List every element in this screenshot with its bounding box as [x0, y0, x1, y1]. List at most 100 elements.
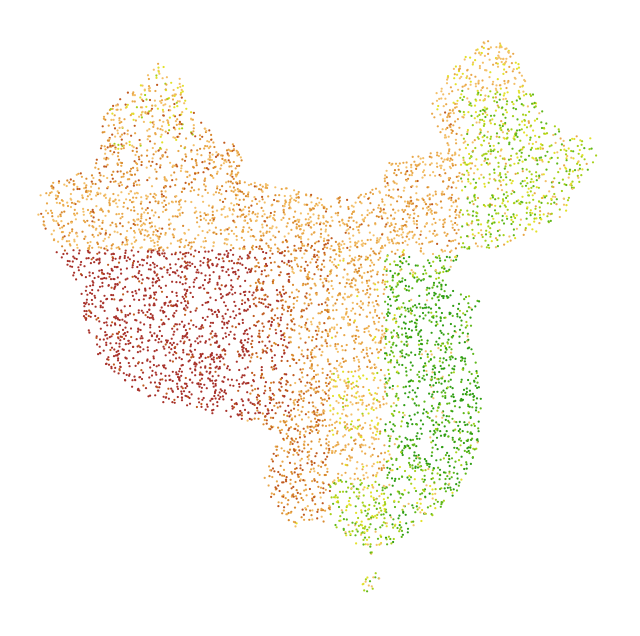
map-dot-tan	[343, 223, 346, 226]
map-dot-tan	[338, 254, 341, 258]
map-dot-tan	[230, 165, 233, 168]
map-dot-dark-red	[87, 303, 90, 306]
map-dot-light-tan	[116, 104, 119, 107]
map-dot-rust	[254, 198, 257, 201]
map-dot-dark-red	[85, 298, 88, 301]
map-dot-tan	[282, 468, 286, 471]
map-dot-dark-red	[250, 335, 253, 338]
map-dot-tan	[449, 125, 452, 129]
map-dot-rust	[152, 297, 156, 300]
map-dot-yellow	[391, 318, 395, 321]
map-dot-light-tan	[331, 295, 334, 298]
map-dot-lime	[358, 491, 361, 494]
map-dot-light-tan	[440, 97, 443, 100]
map-dot-rust	[296, 400, 299, 403]
map-dot-green	[446, 402, 449, 405]
map-dot-tan	[348, 249, 351, 252]
map-dot-tan	[327, 360, 330, 363]
map-dot-orange	[62, 224, 65, 227]
map-dot-orange	[375, 314, 379, 317]
map-dot-dark-red	[80, 274, 83, 277]
map-dot-tan	[288, 217, 291, 220]
map-dot-tan	[285, 432, 288, 435]
map-dot-light-tan	[480, 229, 483, 232]
map-dot-dark-red	[235, 379, 238, 382]
map-dot-orange	[106, 112, 109, 115]
map-dot-dark-red	[162, 401, 165, 404]
map-dot-lime	[168, 129, 171, 132]
map-dot-light-tan	[329, 344, 332, 347]
map-dot-orange	[271, 282, 275, 285]
map-dot-orange	[309, 428, 312, 431]
map-dot-light-tan	[152, 239, 155, 242]
map-dot-green	[367, 484, 370, 487]
map-dot-light-tan	[502, 58, 505, 61]
map-dot-tan	[164, 231, 167, 235]
map-dot-green	[464, 363, 467, 366]
map-dot-tan	[490, 203, 493, 206]
map-dot-tan	[398, 227, 401, 231]
map-dot-rust	[302, 392, 305, 395]
map-dot-light-tan	[369, 424, 372, 427]
map-dot-yellow	[532, 157, 535, 160]
map-dot-light-tan	[432, 194, 435, 197]
map-dot-light-tan	[404, 240, 407, 243]
map-dot-rust	[314, 455, 317, 458]
map-dot-green	[515, 99, 518, 102]
map-dot-light-tan	[577, 176, 580, 179]
map-dot-light-tan	[350, 413, 353, 416]
map-dot-light-tan	[371, 406, 374, 409]
map-dot-tan	[153, 192, 156, 195]
map-dot-dark-green	[407, 263, 410, 266]
map-dot-tan	[539, 210, 542, 213]
map-dot-dark-green	[465, 467, 468, 470]
map-dot-light-tan	[75, 173, 78, 176]
map-dot-light-tan	[420, 230, 423, 233]
map-dot-dark-red	[260, 366, 263, 369]
map-dot-orange	[309, 509, 312, 512]
map-dot-dark-green	[437, 403, 441, 406]
map-dot-tan	[293, 403, 296, 406]
map-dot-light-tan	[343, 390, 346, 393]
map-dot-yellow	[361, 524, 364, 527]
map-dot-tan	[435, 211, 438, 214]
map-dot-dark-red	[180, 364, 183, 367]
map-dot-dark-red	[162, 345, 165, 348]
map-dot-yellow	[515, 67, 519, 70]
map-dot-yellow	[360, 509, 363, 512]
map-dot-yellow	[384, 280, 387, 283]
map-dot-dark-red	[240, 417, 243, 420]
map-dot-dark-green	[420, 329, 423, 332]
map-dot-orange	[375, 299, 378, 303]
map-dot-orange	[395, 174, 398, 177]
map-dot-dark-red	[207, 377, 210, 380]
map-dot-tan	[410, 169, 413, 173]
map-dot-orange	[229, 180, 232, 183]
map-dot-green	[436, 256, 439, 259]
map-dot-lime	[426, 412, 429, 415]
map-dot-dark-red	[127, 361, 130, 365]
map-dot-dark-red	[205, 387, 208, 390]
map-dot-dark-red	[198, 401, 201, 404]
map-dot-dark-red	[132, 260, 135, 263]
map-dot-dark-red	[102, 338, 105, 341]
map-dot-light-tan	[164, 178, 167, 181]
map-dot-tan	[414, 180, 417, 183]
map-dot-tan	[317, 214, 320, 217]
map-dot-rust	[264, 389, 267, 392]
map-dot-light-tan	[164, 103, 167, 106]
map-dot-tan	[61, 226, 64, 229]
map-dot-light-tan	[261, 190, 264, 193]
map-dot-light-tan	[478, 121, 481, 124]
map-dot-rust	[250, 384, 253, 387]
map-dot-green	[504, 116, 507, 119]
map-dot-dark-green	[430, 454, 433, 457]
map-dot-orange	[319, 491, 322, 494]
map-dot-rust	[302, 355, 305, 358]
map-dot-orange	[283, 335, 286, 338]
map-dot-rust	[316, 408, 319, 412]
map-dot-tan	[310, 468, 313, 471]
map-dot-green	[532, 185, 535, 188]
map-dot-rust	[270, 366, 273, 369]
map-dot-dark-green	[445, 359, 448, 362]
